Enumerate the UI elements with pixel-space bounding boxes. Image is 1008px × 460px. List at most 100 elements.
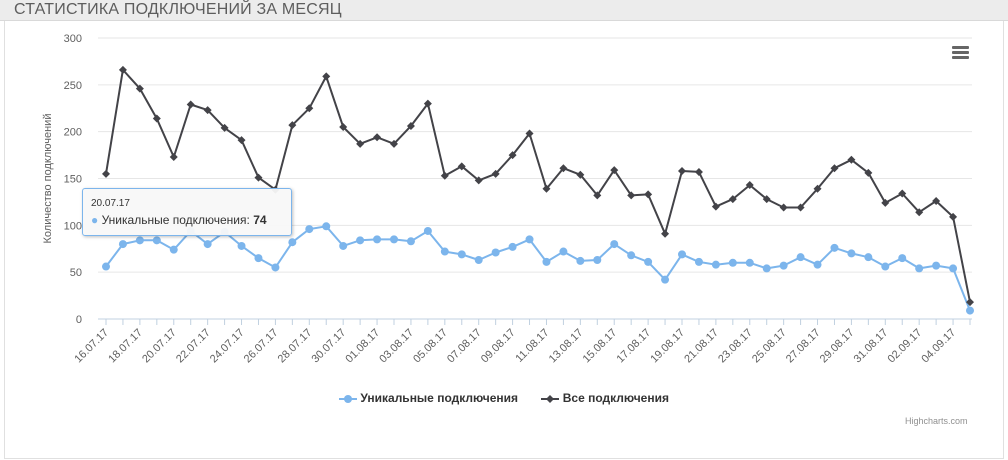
data-point-unique <box>423 226 432 235</box>
x-tick-label: 02.09.17 <box>886 327 925 366</box>
data-point-unique <box>830 243 839 252</box>
data-point-all <box>322 72 331 81</box>
data-point-all <box>339 122 348 131</box>
data-point-all <box>203 106 212 115</box>
menu-bar <box>952 56 969 59</box>
data-point-unique <box>745 258 754 267</box>
x-tick-label: 22.07.17 <box>174 327 213 366</box>
x-tick-label: 13.08.17 <box>547 327 586 366</box>
tooltip-series-dot-icon: ● <box>91 213 99 227</box>
data-point-unique <box>610 240 619 249</box>
hamburger-menu-icon[interactable] <box>950 44 972 62</box>
data-point-unique <box>949 264 958 273</box>
data-point-all <box>406 122 415 131</box>
data-point-all <box>728 195 737 204</box>
x-tick-label: 18.07.17 <box>106 327 145 366</box>
y-tick-label: 150 <box>64 174 82 186</box>
legend-diamond-icon <box>541 394 560 403</box>
data-point-unique <box>694 257 703 266</box>
data-point-unique <box>152 236 161 245</box>
data-point-unique <box>254 254 263 263</box>
menu-bar <box>952 51 969 54</box>
data-point-all <box>932 196 941 205</box>
data-point-all <box>559 164 568 173</box>
data-point-unique <box>932 261 941 270</box>
data-point-unique <box>135 236 144 245</box>
data-point-all <box>440 171 449 180</box>
data-point-all <box>186 100 195 109</box>
x-tick-label: 27.08.17 <box>784 327 823 366</box>
y-tick-label: 100 <box>64 220 82 232</box>
data-point-all <box>457 162 466 171</box>
data-point-unique <box>102 262 110 271</box>
data-point-unique <box>779 261 788 270</box>
data-point-all <box>627 191 636 200</box>
data-point-all <box>102 169 110 178</box>
y-tick-label: 0 <box>76 314 82 326</box>
x-tick-label: 20.07.17 <box>140 327 179 366</box>
data-point-unique <box>864 253 873 262</box>
credits-link[interactable]: Highcharts.com <box>905 416 968 426</box>
data-point-unique <box>237 241 246 250</box>
data-point-unique <box>644 257 653 266</box>
y-tick-label: 300 <box>64 33 82 45</box>
y-tick-label: 200 <box>64 127 82 139</box>
data-point-all <box>661 229 670 238</box>
data-point-unique <box>322 222 331 231</box>
data-point-unique <box>593 255 602 264</box>
data-point-all <box>813 184 822 193</box>
x-tick-label: 31.08.17 <box>852 327 891 366</box>
data-point-unique <box>661 275 670 284</box>
data-point-unique <box>796 253 805 262</box>
x-tick-label: 25.08.17 <box>750 327 789 366</box>
data-point-unique <box>898 254 907 263</box>
data-point-all <box>796 203 805 212</box>
data-point-all <box>237 136 246 145</box>
legend-item-unique[interactable]: Уникальные подключения <box>339 391 518 405</box>
data-point-all <box>915 208 924 217</box>
x-tick-label: 24.07.17 <box>208 327 247 366</box>
x-tick-label: 16.07.17 <box>72 327 111 366</box>
data-point-unique <box>966 306 974 315</box>
data-point-all <box>881 198 890 207</box>
data-point-unique <box>728 258 737 267</box>
x-tick-label: 17.08.17 <box>614 327 653 366</box>
data-point-unique <box>847 249 856 258</box>
data-point-all <box>135 84 144 93</box>
data-point-all <box>694 167 703 176</box>
data-point-unique <box>373 235 382 244</box>
legend-label-all: Все подключения <box>562 391 669 405</box>
data-point-unique <box>305 225 314 234</box>
x-tick-label: 19.08.17 <box>648 327 687 366</box>
data-point-unique <box>118 240 127 249</box>
menu-bar <box>952 46 969 49</box>
data-point-unique <box>678 250 686 259</box>
series-line-unique <box>105 225 971 311</box>
x-tick-label: 11.08.17 <box>513 327 551 365</box>
chart-legend: Уникальные подключения Все подключения <box>0 391 1008 409</box>
tooltip-row: ● Уникальные подключения: 74 <box>91 213 267 227</box>
legend-circle-icon <box>339 394 358 403</box>
data-point-all <box>288 121 297 130</box>
tooltip-date: 20.07.17 <box>91 198 130 209</box>
data-point-all <box>474 176 483 185</box>
panel-title: СТАТИСТИКА ПОДКЛЮЧЕНИЙ ЗА МЕСЯЦ <box>14 1 342 18</box>
data-point-unique <box>474 255 483 264</box>
data-point-all <box>762 195 771 204</box>
x-tick-label: 15.08.17 <box>581 327 620 366</box>
data-point-unique <box>457 250 466 259</box>
legend-item-all[interactable]: Все подключения <box>541 391 669 405</box>
data-point-all <box>305 104 314 113</box>
data-point-all <box>491 169 500 178</box>
tooltip-value: 74 <box>253 213 267 227</box>
data-point-all <box>830 164 839 173</box>
data-point-unique <box>203 240 212 249</box>
tooltip-separator: : <box>246 213 250 227</box>
x-tick-label: 03.08.17 <box>377 327 416 366</box>
data-point-unique <box>406 237 415 246</box>
data-point-unique <box>559 247 568 256</box>
data-point-all <box>864 168 873 177</box>
data-point-all <box>779 203 788 212</box>
x-tick-label: 07.08.17 <box>445 327 484 366</box>
